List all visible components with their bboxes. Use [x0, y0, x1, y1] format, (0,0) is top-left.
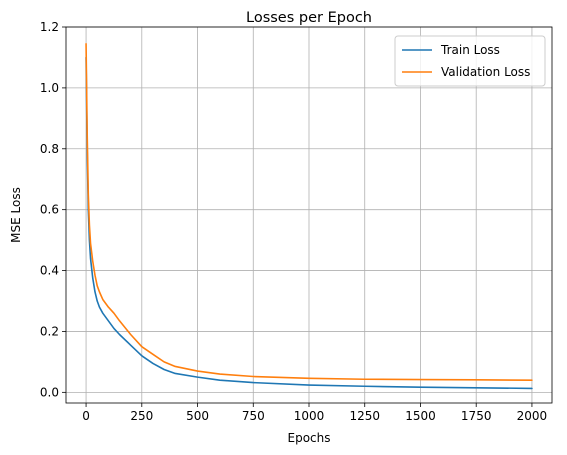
series-line-train-loss	[85, 56, 533, 390]
x-axis-label: Epochs	[288, 431, 331, 445]
y-axis-label: MSE Loss	[9, 187, 23, 243]
x-tick-label: 2000	[517, 409, 548, 423]
y-tick-label: 0.2	[40, 324, 59, 338]
series-layer	[85, 42, 533, 390]
x-tick-label: 1250	[349, 409, 380, 423]
y-axis-ticks: 0.0 0.2 0.4 0.6 0.8 1.0 1.2	[40, 20, 66, 399]
y-tick-label: 1.2	[40, 20, 59, 34]
legend-label-validation: Validation Loss	[441, 65, 530, 79]
x-tick-label: 1500	[405, 409, 436, 423]
y-tick-label: 0.6	[40, 203, 59, 217]
legend-box	[394, 35, 546, 87]
x-axis-ticks: 0 250 500 750 1000 1250 1500 1750 2000	[82, 403, 547, 423]
y-tick-label: 0.0	[40, 385, 59, 399]
x-tick-label: 500	[186, 409, 209, 423]
y-tick-label: 1.0	[40, 81, 59, 95]
series-line-validation-loss	[85, 42, 533, 381]
x-tick-label: 0	[82, 409, 90, 423]
legend-label-train: Train Loss	[440, 43, 500, 57]
y-tick-label: 0.4	[40, 264, 59, 278]
legend: Train Loss Validation Loss	[394, 35, 546, 87]
x-tick-label: 250	[130, 409, 153, 423]
chart-title: Losses per Epoch	[246, 10, 372, 26]
x-tick-label: 750	[242, 409, 265, 423]
y-tick-label: 0.8	[40, 142, 59, 156]
x-tick-label: 1000	[294, 409, 325, 423]
x-tick-label: 1750	[461, 409, 492, 423]
